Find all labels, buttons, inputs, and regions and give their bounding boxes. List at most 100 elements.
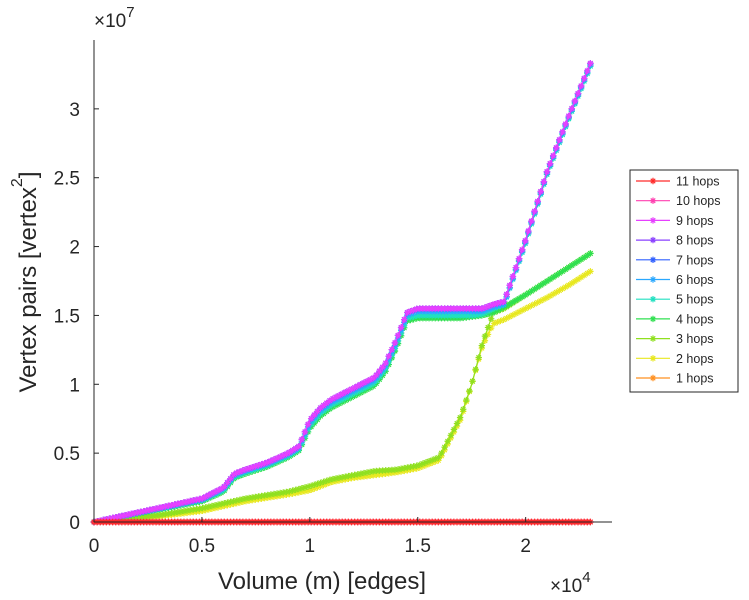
legend-item: 10 hops [636,194,720,208]
series-marker [494,300,501,307]
series-marker [307,482,315,489]
series-marker [497,317,504,325]
legend-item: 8 hops [636,234,714,248]
series-marker [472,366,479,373]
series-marker [289,447,296,454]
series-marker [562,120,569,128]
series-marker [475,354,482,361]
series-marker [419,460,427,467]
series-marker [528,217,535,225]
series-marker [549,152,557,159]
series-marker [351,384,358,391]
series-marker [528,287,535,295]
series-marker [522,305,529,312]
series-marker [581,75,588,82]
series-marker [307,415,315,422]
series-marker [177,499,185,507]
series-marker [559,285,566,292]
series-marker [537,281,544,289]
series-marker [478,305,486,312]
y-tick-label: 3 [69,100,80,121]
series-marker [320,478,327,486]
series-marker [171,501,178,508]
series-marker [494,318,501,326]
series-marker [441,444,448,451]
series-marker [574,90,582,97]
legend-swatch-marker [649,335,657,342]
series-marker [224,479,231,486]
series-marker [491,308,498,316]
series-marker [506,313,513,320]
series-marker [242,466,250,473]
series-marker [466,387,473,395]
x-tick-label: 1.5 [405,536,431,557]
y-exponent-power: 7 [126,4,134,21]
series-marker [546,160,554,167]
x-exponent-power: 4 [582,569,590,586]
series-marker [227,475,234,482]
series-marker [565,264,572,271]
series-marker [481,337,489,344]
series-marker [546,275,554,283]
series-6-hops [90,61,594,526]
y-tick-label: 2 [69,238,80,259]
series-marker [525,289,532,297]
series-marker [298,485,306,492]
series-marker [348,385,355,393]
series-marker [568,105,576,112]
series-marker [128,510,135,518]
series-marker [218,500,225,508]
series-marker [565,112,572,120]
series-marker [196,495,203,503]
series-marker [438,449,445,457]
series-marker [382,359,389,367]
series-marker [481,332,489,340]
series-marker [397,324,405,331]
series-marker [286,449,293,456]
series-line [93,64,591,523]
series-marker [407,314,414,321]
series-marker [512,310,520,317]
series-marker [534,198,541,205]
series-marker [227,498,234,506]
series-marker [422,459,430,466]
series-marker [230,497,237,505]
series-marker [134,509,141,516]
legend-label: 4 hops [676,312,714,326]
series-marker [109,514,116,522]
series-marker [534,283,541,291]
series-marker [202,504,209,511]
legend: 11 hops 10 hops 9 hops 8 hops 7 hops 6 hops 5 … [629,169,739,393]
series-line [93,63,591,523]
series-marker [487,315,495,322]
series-marker [435,454,442,461]
y-axis-label-superscript: 2 [9,178,26,187]
series-marker [252,463,259,470]
series-marker [549,290,557,298]
series-marker [587,268,594,275]
series-marker [211,488,219,496]
series-marker [162,503,169,510]
series-marker [295,485,302,493]
series-marker [283,488,290,496]
series-marker [224,499,231,506]
series-marker [267,457,275,465]
series-marker [146,506,154,514]
series-marker [574,258,582,265]
series-marker [314,408,321,415]
series-marker [211,502,219,509]
series-marker [509,311,517,319]
series-marker [497,299,504,306]
series-marker [311,481,318,488]
legend-swatch-marker [649,296,657,303]
legend-item: 2 hops [636,352,714,366]
legend-swatch-marker [649,236,657,244]
legend-label: 10 hops [676,194,720,208]
series-marker [531,208,538,215]
series-marker [115,513,123,520]
series-marker [491,300,498,308]
series-line [93,63,591,523]
x-tick-label: 1 [305,536,316,557]
series-marker [131,510,138,517]
